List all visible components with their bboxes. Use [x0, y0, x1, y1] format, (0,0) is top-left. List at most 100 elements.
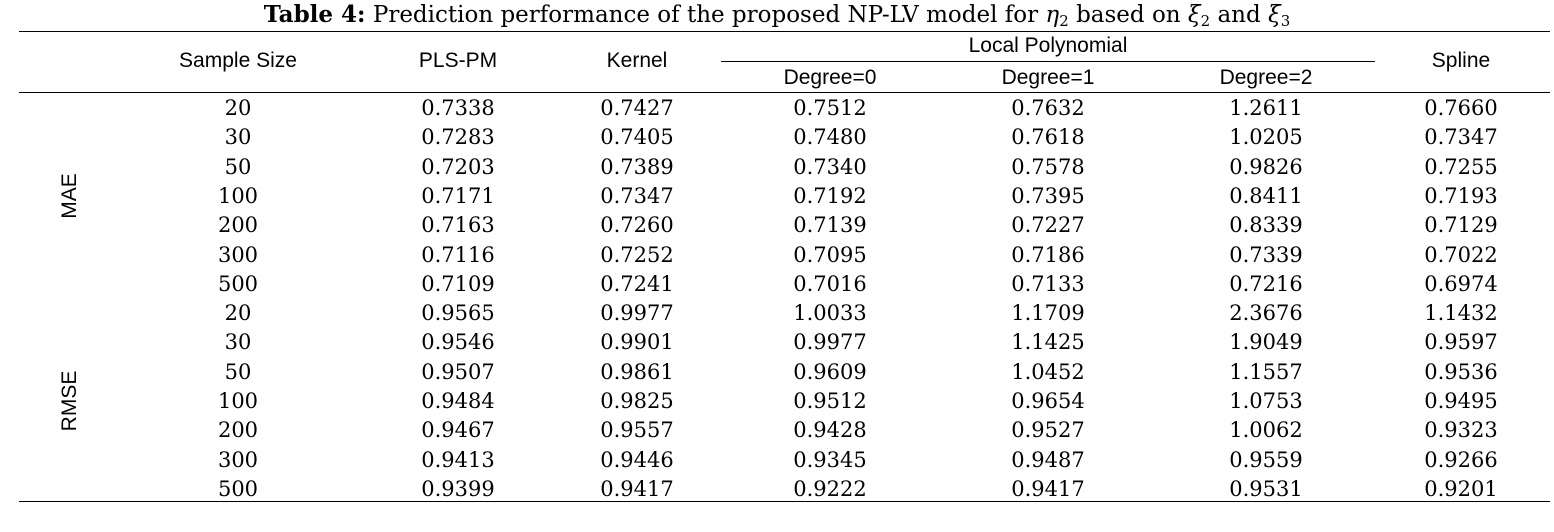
- cell-degree-0: 0.7139: [793, 213, 867, 238]
- cell-kernel: 0.7405: [600, 125, 674, 150]
- cell-degree-2: 0.7339: [1229, 242, 1303, 267]
- header-degree-2: Degree=2: [1219, 66, 1313, 89]
- header-sample-size: Sample Size: [179, 49, 297, 72]
- header-spline: Spline: [1431, 49, 1491, 72]
- header-rule: [19, 92, 1550, 93]
- cell-degree-2: 1.1557: [1229, 359, 1303, 384]
- cell-degree-2: 2.3676: [1229, 301, 1303, 326]
- cell-sample-size: 20: [224, 301, 252, 326]
- cell-kernel: 0.7252: [600, 242, 674, 267]
- cell-pls-pm: 0.7109: [421, 271, 495, 296]
- cell-degree-1: 1.0452: [1011, 359, 1085, 384]
- cell-degree-2: 1.0205: [1229, 125, 1303, 150]
- cell-degree-1: 1.1425: [1011, 330, 1085, 355]
- cell-degree-2: 0.9559: [1229, 447, 1303, 472]
- cell-degree-2: 1.2611: [1229, 96, 1303, 120]
- caption-text-before: Prediction performance of the proposed N…: [372, 2, 1039, 28]
- cell-pls-pm: 0.7203: [421, 154, 495, 179]
- cell-kernel: 0.9446: [600, 447, 674, 472]
- cell-degree-0: 0.7095: [793, 242, 867, 267]
- caption-and: and: [1217, 2, 1261, 28]
- cell-degree-0: 0.7016: [793, 271, 867, 296]
- cell-degree-1: 0.7578: [1011, 154, 1085, 179]
- table-caption: Table 4: Prediction performance of the p…: [0, 1, 1554, 29]
- group-label: RMSE: [58, 370, 81, 432]
- caption-eta: η: [1045, 2, 1060, 28]
- cell-spline: 1.1432: [1424, 301, 1498, 326]
- cell-degree-0: 0.9345: [793, 447, 867, 472]
- cell-pls-pm: 0.9546: [421, 330, 495, 355]
- cell-kernel: 0.7389: [600, 154, 674, 179]
- cell-spline: 0.9536: [1424, 359, 1498, 384]
- cell-degree-0: 0.7480: [793, 125, 867, 150]
- cell-sample-size: 300: [217, 447, 259, 472]
- cell-sample-size: 500: [217, 476, 259, 501]
- cell-degree-1: 0.9527: [1011, 418, 1085, 443]
- header-local-polynomial: Local Polynomial: [968, 34, 1128, 57]
- cell-degree-1: 0.7133: [1011, 271, 1085, 296]
- cell-sample-size: 300: [217, 242, 259, 267]
- cell-sample-size: 100: [217, 183, 259, 208]
- cell-degree-1: 0.7632: [1011, 96, 1085, 120]
- header-degree-0: Degree=0: [783, 66, 877, 89]
- cell-spline: 0.7255: [1424, 154, 1498, 179]
- cell-pls-pm: 0.7116: [421, 242, 495, 267]
- cell-degree-2: 1.0753: [1229, 389, 1303, 413]
- cell-pls-pm: 0.7338: [421, 96, 495, 120]
- cell-pls-pm: 0.7171: [421, 183, 495, 208]
- cell-degree-2: 0.8411: [1229, 183, 1303, 208]
- cell-sample-size: 500: [217, 271, 259, 296]
- cell-sample-size: 30: [224, 125, 252, 150]
- cell-degree-2: 1.9049: [1229, 330, 1303, 355]
- cell-sample-size: 30: [224, 330, 252, 355]
- cell-spline: 0.9323: [1424, 418, 1498, 443]
- cell-spline: 0.7129: [1424, 213, 1498, 238]
- cell-spline: 0.7660: [1424, 96, 1498, 120]
- cell-sample-size: 20: [224, 96, 252, 120]
- cell-kernel: 0.9557: [600, 418, 674, 443]
- cell-kernel: 0.7427: [600, 96, 674, 120]
- cell-degree-1: 0.9487: [1011, 447, 1085, 472]
- cell-pls-pm: 0.7163: [421, 213, 495, 238]
- cell-spline: 0.6974: [1424, 271, 1498, 296]
- cell-degree-0: 0.9428: [793, 418, 867, 443]
- caption-eta-sub: 2: [1059, 12, 1069, 30]
- cell-sample-size: 50: [224, 359, 252, 384]
- cell-degree-0: 0.7512: [793, 96, 867, 120]
- cell-degree-1: 0.7227: [1011, 213, 1085, 238]
- header-kernel: Kernel: [606, 49, 668, 72]
- cell-degree-2: 0.9531: [1229, 476, 1303, 501]
- cell-degree-0: 0.9609: [793, 359, 867, 384]
- cell-spline: 0.7193: [1424, 183, 1498, 208]
- header-degree-1: Degree=1: [1001, 66, 1095, 89]
- cell-kernel: 0.7241: [600, 271, 674, 296]
- cell-degree-0: 0.7340: [793, 154, 867, 179]
- cell-sample-size: 200: [217, 213, 259, 238]
- cell-degree-0: 0.9512: [793, 389, 867, 413]
- cell-spline: 0.9597: [1424, 330, 1498, 355]
- cell-spline: 0.9266: [1424, 447, 1498, 472]
- caption-xi-b: ξ: [1268, 2, 1281, 28]
- cell-degree-2: 0.9826: [1229, 154, 1303, 179]
- caption-label: Table 4:: [263, 1, 366, 28]
- cell-degree-1: 0.9417: [1011, 476, 1085, 501]
- cell-degree-0: 1.0033: [793, 301, 867, 326]
- caption-xi-a-sub: 2: [1200, 12, 1211, 30]
- cell-pls-pm: 0.9565: [421, 301, 495, 326]
- cell-degree-1: 0.7186: [1011, 242, 1085, 267]
- cell-pls-pm: 0.9484: [421, 389, 495, 413]
- cell-degree-0: 0.7192: [793, 183, 867, 208]
- cell-sample-size: 100: [217, 389, 259, 413]
- caption-text-middle: based on: [1076, 2, 1181, 28]
- group-label: MAE: [58, 173, 81, 219]
- cell-spline: 0.7022: [1424, 242, 1498, 267]
- top-rule: [19, 31, 1550, 32]
- cell-pls-pm: 0.9413: [421, 447, 495, 472]
- cell-pls-pm: 0.9467: [421, 418, 495, 443]
- cell-pls-pm: 0.9507: [421, 359, 495, 384]
- caption-xi-a: ξ: [1187, 2, 1201, 28]
- caption-xi-b-sub: 3: [1280, 12, 1291, 30]
- cell-kernel: 0.9825: [600, 389, 674, 413]
- cell-kernel: 0.9977: [600, 301, 674, 326]
- cell-kernel: 0.7347: [600, 183, 674, 208]
